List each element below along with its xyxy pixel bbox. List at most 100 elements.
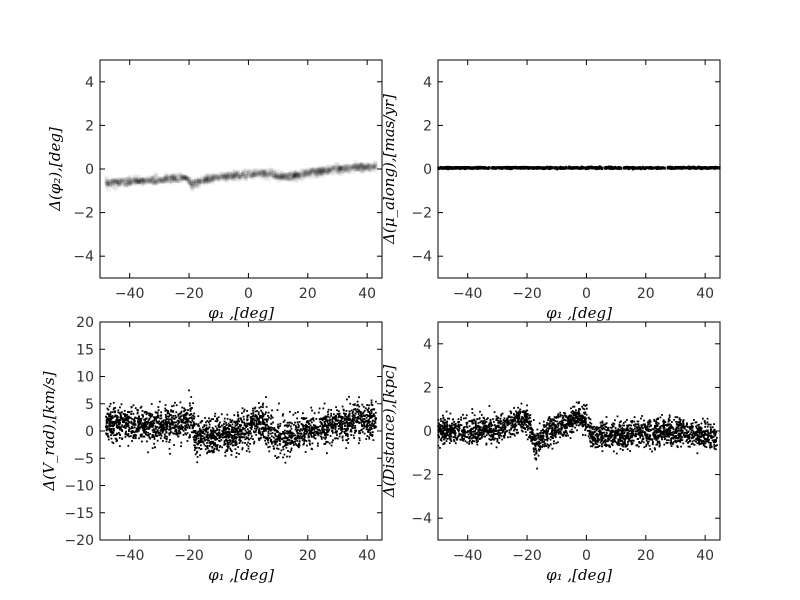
data-point bbox=[345, 432, 348, 435]
data-point bbox=[151, 180, 156, 185]
data-point bbox=[170, 174, 175, 179]
data-point bbox=[325, 428, 328, 431]
data-point bbox=[150, 179, 155, 184]
data-point bbox=[183, 176, 188, 181]
data-point bbox=[367, 415, 369, 418]
data-point bbox=[353, 414, 356, 417]
data-point bbox=[286, 174, 291, 179]
data-point bbox=[212, 429, 215, 432]
data-point bbox=[320, 167, 325, 172]
data-point bbox=[142, 180, 147, 185]
data-point bbox=[250, 428, 253, 431]
data-point bbox=[192, 183, 197, 188]
data-point bbox=[238, 174, 243, 179]
data-point bbox=[115, 181, 120, 186]
data-point bbox=[288, 432, 291, 435]
data-point bbox=[308, 171, 313, 176]
data-point bbox=[169, 174, 174, 179]
data-point bbox=[323, 167, 328, 172]
data-point bbox=[105, 184, 110, 189]
data-point bbox=[119, 434, 121, 436]
data-point bbox=[362, 427, 365, 430]
data-point bbox=[323, 442, 326, 445]
data-point bbox=[367, 162, 372, 167]
data-point bbox=[187, 181, 192, 186]
data-point bbox=[182, 429, 185, 432]
data-point bbox=[694, 166, 697, 170]
data-point bbox=[279, 177, 284, 182]
data-point bbox=[330, 425, 333, 428]
data-point bbox=[283, 174, 288, 179]
scatter-points-distance bbox=[437, 401, 718, 470]
data-point bbox=[252, 414, 255, 417]
data-point bbox=[499, 165, 502, 169]
data-point bbox=[121, 421, 124, 424]
data-point bbox=[211, 435, 214, 438]
data-point bbox=[204, 180, 209, 185]
data-point bbox=[175, 428, 177, 431]
data-point bbox=[301, 174, 306, 179]
data-point bbox=[320, 432, 323, 435]
data-point bbox=[359, 417, 362, 420]
data-point bbox=[139, 418, 142, 421]
data-point bbox=[263, 168, 268, 173]
data-point bbox=[286, 178, 291, 183]
data-point bbox=[186, 177, 191, 182]
data-point bbox=[283, 177, 288, 182]
data-point bbox=[164, 414, 167, 416]
data-point bbox=[309, 168, 314, 173]
data-point bbox=[561, 427, 563, 430]
data-point bbox=[339, 422, 342, 425]
data-point bbox=[115, 182, 120, 187]
data-point bbox=[368, 167, 373, 172]
data-point bbox=[233, 421, 236, 423]
data-point bbox=[226, 442, 229, 445]
data-point bbox=[214, 438, 217, 441]
data-point bbox=[112, 442, 115, 445]
data-point bbox=[152, 424, 155, 427]
data-point bbox=[279, 173, 284, 178]
data-point bbox=[132, 404, 135, 407]
data-point bbox=[260, 405, 262, 408]
data-point bbox=[473, 166, 476, 170]
data-point bbox=[317, 170, 322, 175]
data-point bbox=[368, 420, 370, 423]
data-point bbox=[640, 166, 643, 170]
data-point bbox=[225, 175, 230, 180]
data-point bbox=[358, 414, 361, 417]
data-point bbox=[220, 172, 225, 177]
data-point bbox=[214, 442, 216, 444]
data-point bbox=[366, 164, 371, 169]
data-point bbox=[368, 411, 371, 413]
data-point bbox=[166, 179, 171, 184]
data-point bbox=[138, 178, 143, 183]
data-point bbox=[182, 176, 187, 181]
data-point bbox=[282, 173, 287, 178]
data-point bbox=[233, 170, 238, 175]
data-point bbox=[247, 437, 249, 439]
data-point bbox=[272, 428, 275, 431]
data-point bbox=[344, 430, 347, 433]
data-point bbox=[277, 176, 282, 181]
data-point bbox=[290, 437, 293, 439]
data-point bbox=[374, 420, 376, 423]
data-point bbox=[348, 165, 353, 170]
data-point bbox=[236, 433, 239, 436]
data-point bbox=[355, 429, 358, 432]
data-point bbox=[136, 178, 141, 183]
data-point bbox=[278, 174, 283, 179]
data-point bbox=[364, 166, 369, 171]
data-point bbox=[191, 426, 194, 429]
data-point bbox=[290, 449, 293, 452]
data-point bbox=[279, 176, 284, 181]
data-point bbox=[610, 165, 613, 169]
data-point bbox=[209, 435, 212, 437]
data-point bbox=[293, 423, 295, 426]
data-point bbox=[290, 176, 295, 181]
data-point bbox=[224, 428, 227, 431]
data-point bbox=[247, 430, 250, 433]
data-point bbox=[199, 432, 201, 435]
data-point bbox=[206, 444, 209, 447]
data-point bbox=[339, 165, 344, 170]
data-point bbox=[350, 163, 355, 168]
